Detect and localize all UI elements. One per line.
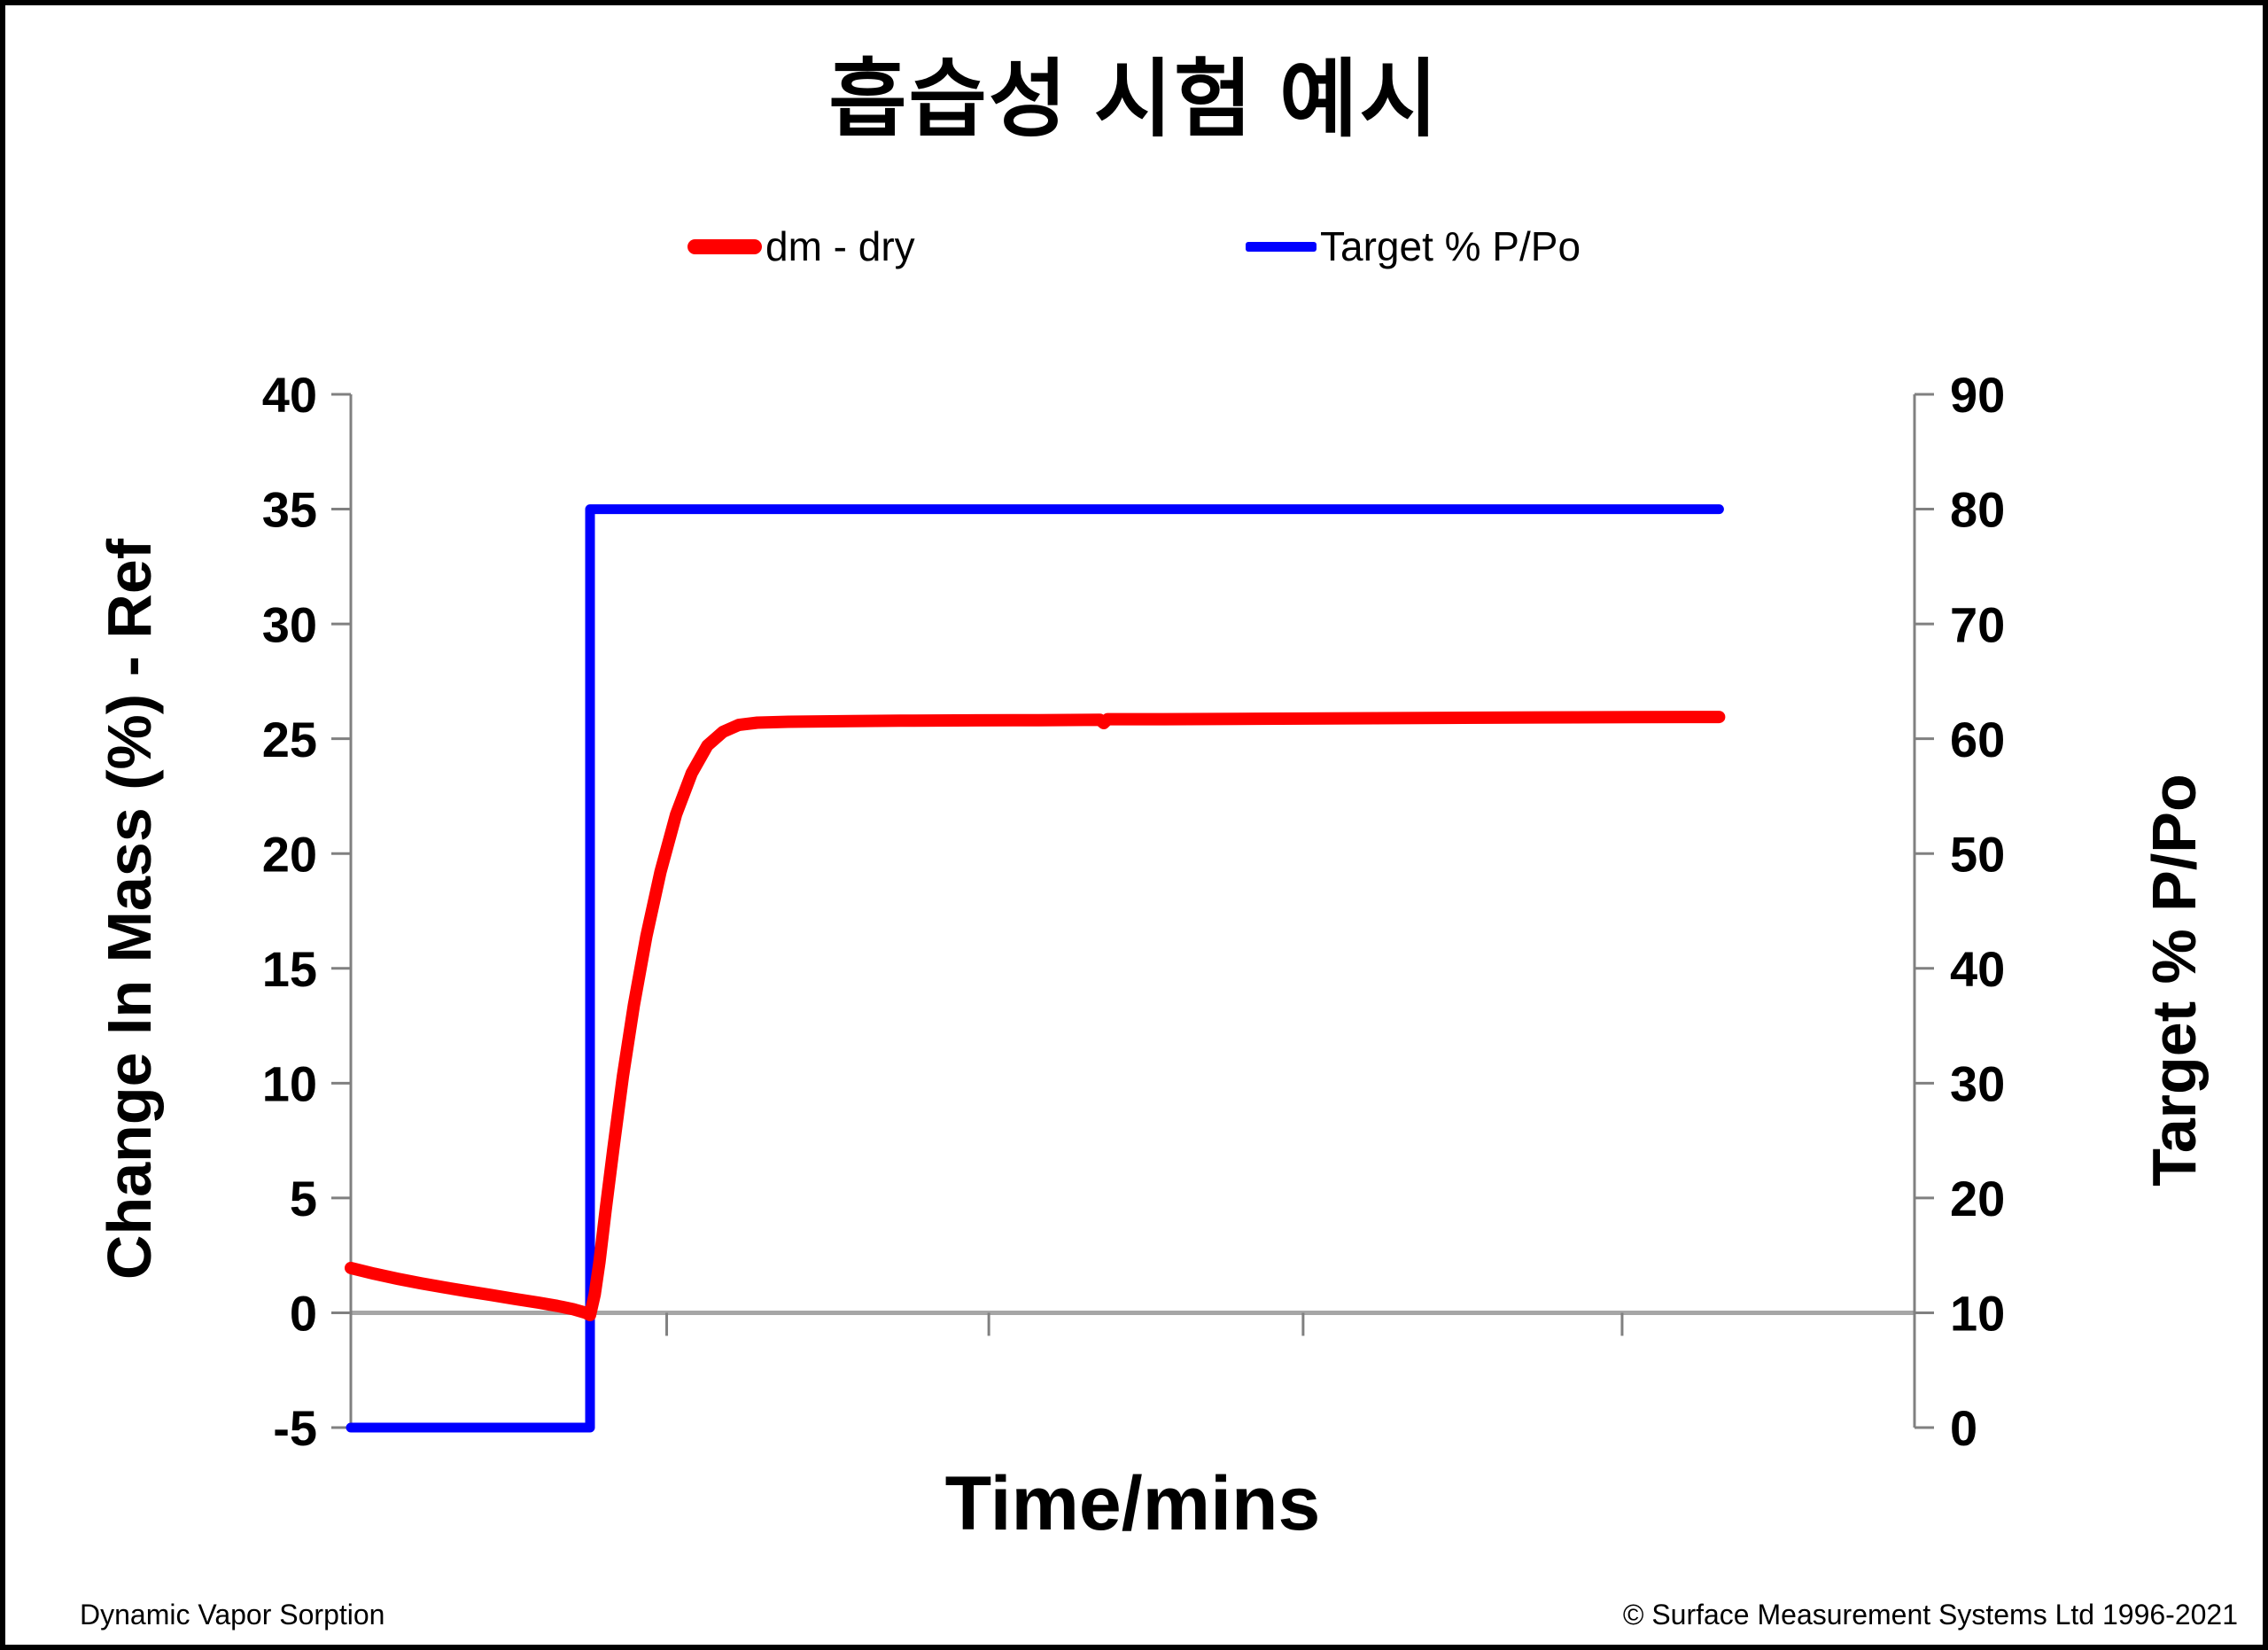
y-right-tick-label: 50 (1950, 826, 2005, 882)
y-right-axis-title: Target % P/Po (2140, 774, 2209, 1187)
y-right-tick-label: 10 (1950, 1286, 2005, 1342)
y-left-tick-label: 40 (262, 367, 317, 423)
legend-swatch-red-line (687, 238, 762, 254)
y-right-tick-label: 40 (1950, 941, 2005, 997)
y-right-tick-label: 80 (1950, 482, 2005, 538)
y-right-tick-label: 70 (1950, 596, 2005, 652)
legend: dm - dry Target % P/Po (5, 220, 2263, 273)
y-left-axis-title: Change In Mass (%) - Ref (95, 538, 164, 1280)
y-right-tick-label: 30 (1950, 1055, 2005, 1111)
legend-item-dm-dry: dm - dry (687, 220, 915, 273)
x-axis-title: Time/mins (944, 1461, 1321, 1546)
series-line-target-p-po (346, 504, 1724, 1433)
y-left-tick-label: -5 (273, 1400, 317, 1456)
series-group (345, 504, 1726, 1433)
y-left-tick-label: 5 (290, 1171, 317, 1226)
series-line-dm-dry (345, 711, 1726, 1321)
chart-title: 흡습성 시험 예시 (828, 52, 1440, 147)
footer-left-text: Dynamic Vapor Sorption (80, 1599, 385, 1631)
y-left-tick-label: 10 (262, 1055, 317, 1111)
y-left-tick-label: 0 (290, 1286, 317, 1342)
y-left-tick-label: 35 (262, 482, 317, 538)
legend-label-target-ppo: Target % P/Po (1320, 223, 1581, 269)
legend-swatch-blue-line (1246, 241, 1317, 252)
y-left-tick-label: 30 (262, 596, 317, 652)
y-left-tick-label: 25 (262, 712, 317, 767)
y-right-tick-label: 20 (1950, 1171, 2005, 1226)
y-right-tick-label: 90 (1950, 367, 2005, 423)
y-right-tick-label: 0 (1950, 1400, 1977, 1456)
y-right-tick-label: 60 (1950, 712, 2005, 767)
y-left-tick-label: 15 (262, 941, 317, 997)
legend-label-dm-dry: dm - dry (765, 223, 915, 269)
y-left-tick-label: 20 (262, 826, 317, 882)
axes-group (331, 393, 1934, 1429)
legend-item-target-ppo: Target % P/Po (1246, 220, 1581, 273)
footer-right-text: © Surface Measurement Systems Ltd 1996-2… (1622, 1599, 2238, 1631)
